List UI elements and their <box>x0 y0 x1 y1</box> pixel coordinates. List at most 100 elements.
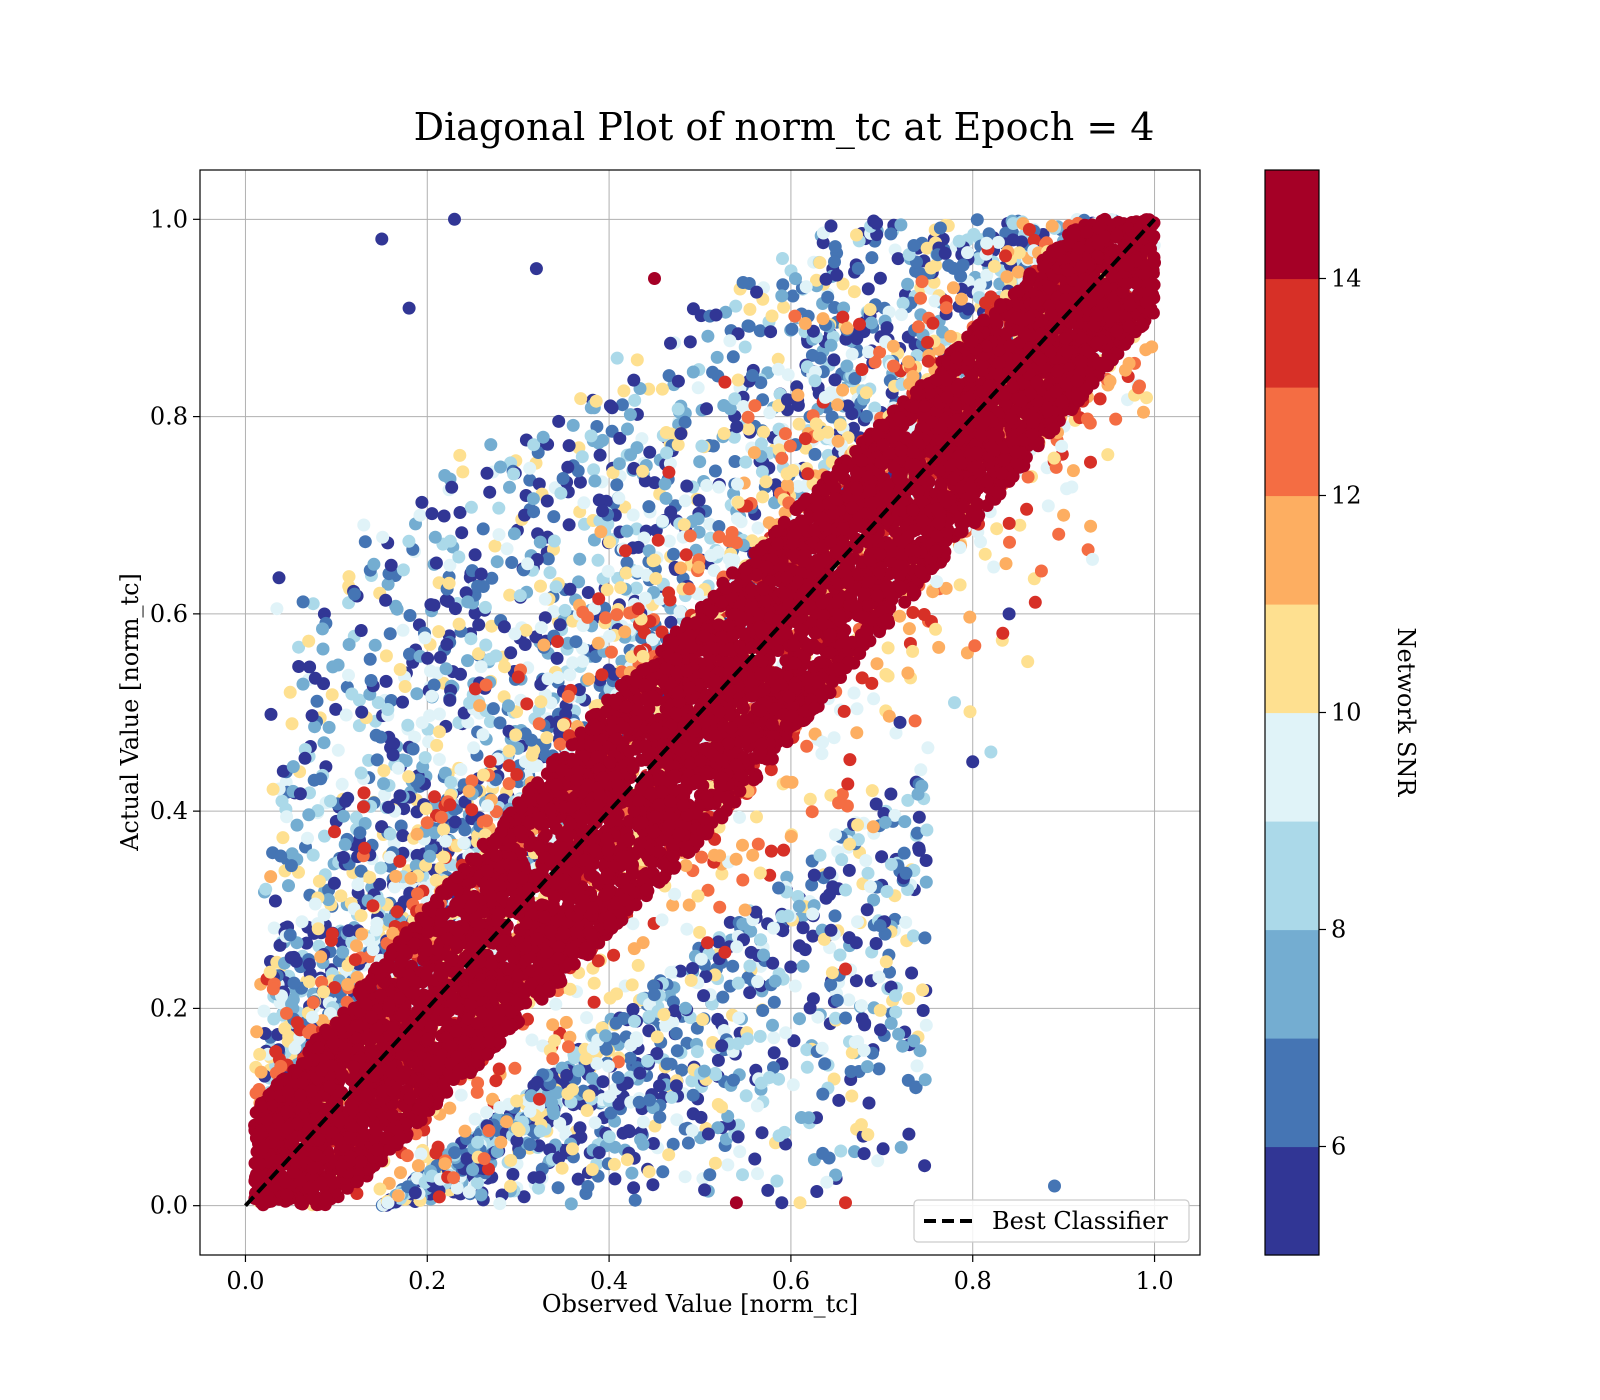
data-point <box>555 1161 569 1175</box>
data-point <box>569 635 583 649</box>
data-point <box>715 1100 728 1114</box>
data-point <box>391 761 405 775</box>
data-point <box>898 815 912 829</box>
data-point <box>1086 552 1099 566</box>
data-point <box>615 398 629 412</box>
data-point <box>664 336 677 350</box>
data-point <box>684 973 698 987</box>
data-point <box>728 455 742 468</box>
data-point <box>525 1033 539 1047</box>
data-point <box>796 959 810 973</box>
data-point <box>402 770 416 784</box>
data-point <box>867 692 881 706</box>
data-point <box>987 560 1001 574</box>
data-point <box>264 870 278 884</box>
data-point <box>729 299 743 313</box>
data-point <box>642 1165 656 1179</box>
data-point <box>671 438 685 452</box>
data-point <box>808 447 822 461</box>
data-point <box>440 637 454 651</box>
data-point <box>401 718 415 732</box>
data-point <box>432 625 446 639</box>
data-point <box>685 1074 699 1088</box>
data-point <box>631 958 645 972</box>
data-point <box>638 591 652 605</box>
data-point <box>829 1011 842 1025</box>
data-point <box>847 285 861 299</box>
data-point <box>354 624 368 637</box>
data-point <box>284 859 298 873</box>
data-point <box>701 329 715 343</box>
data-point <box>791 479 805 493</box>
data-point <box>660 446 674 460</box>
data-point <box>419 802 433 816</box>
data-point <box>335 777 349 791</box>
data-point <box>532 477 546 491</box>
data-point <box>396 563 410 577</box>
data-point <box>612 491 626 505</box>
data-point <box>781 909 795 923</box>
data-point <box>306 996 320 1009</box>
data-point <box>423 849 437 863</box>
data-point <box>527 505 541 519</box>
data-point <box>914 763 928 777</box>
data-point <box>879 955 893 969</box>
data-point <box>805 348 819 362</box>
data-point <box>550 651 564 665</box>
data-point <box>686 962 699 975</box>
data-point <box>825 966 839 980</box>
data-point <box>259 882 273 896</box>
data-point <box>828 240 842 254</box>
data-point <box>854 1118 868 1132</box>
data-point <box>970 213 984 227</box>
data-point <box>430 738 444 752</box>
data-point <box>906 929 920 943</box>
data-point <box>662 1148 676 1162</box>
data-point <box>383 627 397 641</box>
data-point <box>894 1140 908 1154</box>
data-point <box>798 317 812 330</box>
data-point <box>624 1038 638 1052</box>
data-point <box>472 618 486 632</box>
data-point <box>585 1163 599 1176</box>
data-point <box>738 340 752 354</box>
data-point <box>845 1089 859 1103</box>
data-point <box>453 506 467 519</box>
data-point <box>916 1004 930 1017</box>
data-point <box>603 535 617 549</box>
data-point <box>825 410 839 424</box>
data-point <box>418 631 432 645</box>
data-point <box>546 1018 560 1032</box>
data-point <box>1103 374 1117 388</box>
data-point <box>306 597 320 611</box>
data-point <box>301 831 314 845</box>
data-point <box>731 373 745 387</box>
data-point <box>381 577 395 591</box>
data-point <box>326 660 340 674</box>
data-point <box>590 420 604 433</box>
data-point <box>764 325 778 339</box>
data-point <box>329 702 343 716</box>
data-point <box>968 639 982 653</box>
data-point <box>880 321 894 335</box>
data-point <box>697 989 711 1003</box>
data-point <box>282 1029 296 1043</box>
data-point <box>963 705 977 719</box>
data-point <box>910 1059 924 1073</box>
data-point <box>753 1029 767 1043</box>
data-point <box>649 572 663 585</box>
data-point <box>552 414 566 428</box>
data-point <box>383 850 397 864</box>
data-point <box>778 1125 791 1139</box>
data-point <box>656 514 669 528</box>
data-point <box>697 1064 711 1078</box>
data-point <box>736 838 749 852</box>
data-point <box>275 794 289 808</box>
data-point <box>899 866 913 880</box>
data-point <box>873 919 887 933</box>
data-point <box>472 647 485 661</box>
data-point <box>607 948 621 962</box>
data-point <box>357 518 371 532</box>
data-point <box>938 246 952 260</box>
data-point <box>339 708 353 722</box>
